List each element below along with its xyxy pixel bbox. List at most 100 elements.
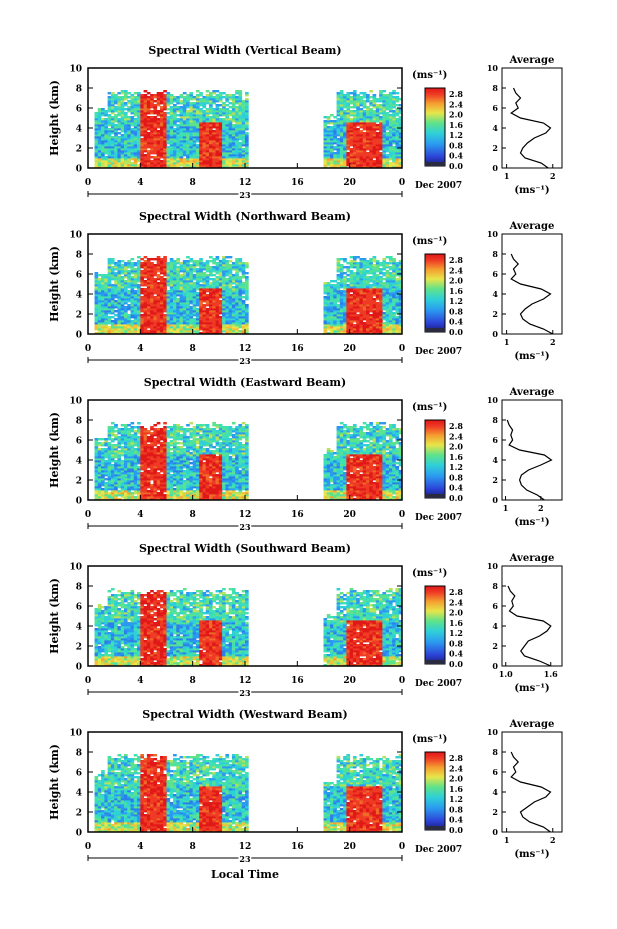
heatmap-cell xyxy=(94,116,99,119)
heatmap-cell xyxy=(346,330,351,333)
heatmap-cell xyxy=(225,272,230,275)
heatmap-cell xyxy=(218,98,223,101)
heatmap-cell xyxy=(146,104,151,107)
heatmap-cell xyxy=(231,110,236,113)
heatmap-cell xyxy=(176,144,180,147)
heatmap-cell xyxy=(150,268,154,271)
heatmap-cell xyxy=(159,306,164,309)
heatmap-cell xyxy=(173,316,177,319)
heatmap-cell xyxy=(352,90,357,93)
heatmap-cell xyxy=(107,124,112,127)
heatmap-cell xyxy=(241,130,246,133)
heatmap-cell xyxy=(215,284,220,287)
heatmap-cell xyxy=(238,294,243,297)
heatmap-cell xyxy=(97,284,102,287)
heatmap-cell xyxy=(110,108,115,111)
heatmap-cell xyxy=(199,302,203,305)
heatmap-cell xyxy=(231,294,236,297)
heatmap-cell xyxy=(130,296,135,299)
heatmap-cell xyxy=(212,312,216,315)
heatmap-cell xyxy=(150,152,154,155)
heatmap-cell xyxy=(140,148,144,151)
heatmap-cell xyxy=(140,132,144,135)
heatmap-cell xyxy=(114,160,118,163)
heatmap-cell xyxy=(339,314,344,317)
heatmap-cell xyxy=(156,130,161,133)
heatmap-cell xyxy=(182,278,187,281)
heatmap-cell xyxy=(205,280,210,283)
heatmap-cell xyxy=(192,108,197,111)
heatmap-cell xyxy=(388,330,393,333)
heatmap-cell xyxy=(189,310,194,313)
x-tick-label: 16 xyxy=(291,178,304,188)
heatmap-cell xyxy=(235,304,239,307)
avg-y-tick-label: 2 xyxy=(492,143,498,153)
heatmap-cell xyxy=(356,102,360,105)
heatmap-cell xyxy=(245,142,249,145)
heatmap-cell xyxy=(218,92,223,95)
heatmap-cell xyxy=(205,284,210,287)
heatmap-cell xyxy=(215,264,220,267)
heatmap-cell xyxy=(110,94,115,97)
heatmap-cell xyxy=(398,326,403,329)
heatmap-cell xyxy=(153,324,158,327)
heatmap-cell xyxy=(101,122,105,125)
heatmap-cell xyxy=(241,300,246,303)
heatmap-cell xyxy=(143,268,148,271)
heatmap-cell xyxy=(385,146,390,149)
heatmap-cell xyxy=(375,138,380,141)
heatmap-cell xyxy=(235,318,239,321)
heatmap-cell xyxy=(173,266,177,269)
heatmap-cell xyxy=(235,160,239,163)
heatmap-cell xyxy=(215,112,220,115)
heatmap-cell xyxy=(388,132,393,135)
heatmap-cell xyxy=(159,292,164,295)
heatmap-cell xyxy=(169,298,174,301)
heatmap-cell xyxy=(349,320,354,323)
heatmap-cell xyxy=(169,320,174,323)
heatmap-cell xyxy=(352,154,357,157)
heatmap-cell xyxy=(209,320,213,323)
heatmap-cell xyxy=(323,328,328,331)
heatmap-cell xyxy=(346,306,351,309)
heatmap-cell xyxy=(166,112,171,115)
heatmap-cell xyxy=(114,144,118,147)
heatmap-cell xyxy=(123,152,128,155)
heatmap-cell xyxy=(107,262,112,265)
heatmap-cell xyxy=(176,284,180,287)
heatmap-cell xyxy=(127,308,131,311)
heatmap-cell xyxy=(343,140,347,143)
heatmap-cell xyxy=(107,284,112,287)
heatmap-cell xyxy=(110,272,115,275)
heatmap-cell xyxy=(395,100,400,103)
heatmap-cell xyxy=(352,126,357,129)
heatmap-cell xyxy=(245,120,249,123)
heatmap-cell xyxy=(186,100,190,103)
heatmap-cell xyxy=(349,312,354,315)
heatmap-cell xyxy=(372,260,377,263)
heatmap-cell xyxy=(222,322,226,325)
heatmap-cell xyxy=(330,156,334,159)
heatmap-cell xyxy=(336,122,341,125)
heatmap-cell xyxy=(326,130,331,133)
heatmap-cell xyxy=(163,122,167,125)
heatmap-cell xyxy=(150,120,154,123)
heatmap-cell xyxy=(343,320,347,323)
heatmap-cell xyxy=(130,102,135,105)
heatmap-cell xyxy=(179,330,184,333)
heatmap-cell xyxy=(323,140,328,143)
heatmap-cell xyxy=(146,298,151,301)
heatmap-cell xyxy=(379,156,383,159)
heatmap-cell xyxy=(117,288,122,291)
heatmap-cell xyxy=(179,132,184,135)
heatmap-cell xyxy=(156,294,161,297)
heatmap-cell xyxy=(137,308,141,311)
heatmap-cell xyxy=(326,322,331,325)
heatmap-cell xyxy=(369,276,373,279)
heatmap-cell xyxy=(385,276,390,279)
heatmap-cell xyxy=(150,304,154,307)
heatmap-cell xyxy=(163,294,167,297)
heatmap-cell xyxy=(117,284,122,287)
heatmap-cell xyxy=(146,290,151,293)
